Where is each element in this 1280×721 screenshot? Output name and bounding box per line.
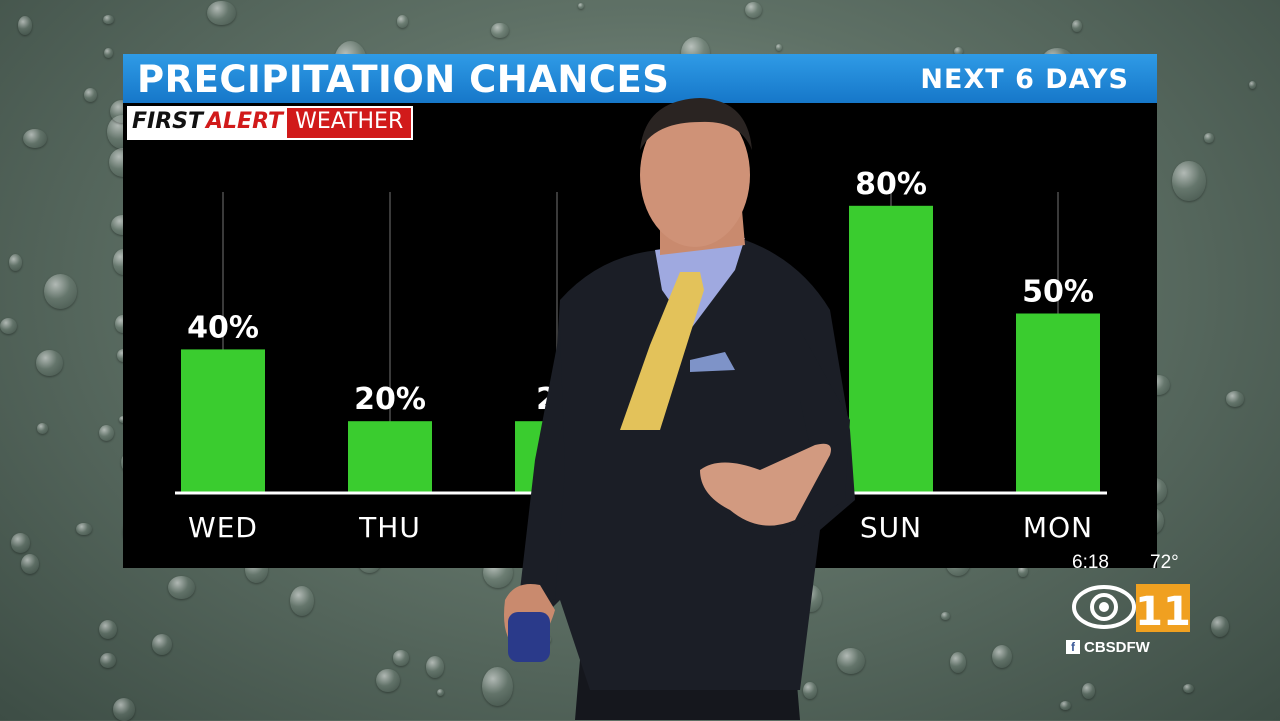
raindrop	[44, 274, 78, 309]
raindrop	[425, 655, 445, 678]
svg-text:11: 11	[1135, 589, 1191, 635]
raindrop	[396, 15, 409, 28]
raindrop	[10, 533, 30, 553]
raindrop	[718, 644, 749, 680]
raindrop	[744, 2, 762, 19]
raindrop	[1072, 20, 1082, 32]
bar-value-label: 20%	[354, 382, 426, 417]
raindrop	[83, 88, 97, 102]
raindrop	[103, 14, 114, 24]
raindrop	[577, 2, 584, 9]
raindrop	[800, 584, 822, 613]
raindrop	[1081, 682, 1096, 699]
raindrop	[953, 47, 963, 57]
raindrop	[104, 48, 113, 59]
facebook-icon: f	[1066, 640, 1080, 654]
raindrop	[392, 650, 410, 666]
brand-weather: WEATHER	[287, 108, 412, 138]
raindrop	[1204, 133, 1214, 143]
chart-subtitle: NEXT 6 DAYS	[920, 64, 1129, 95]
category-label: MON	[1023, 511, 1093, 544]
raindrop	[36, 350, 63, 376]
bar-wed	[181, 349, 265, 493]
bug-time: 6:18	[1072, 552, 1109, 573]
raindrop	[580, 610, 604, 634]
category-label: WED	[188, 511, 258, 544]
station-bug: 6:18 72° 11 f CBSDFW	[1060, 552, 1200, 662]
raindrop	[1210, 616, 1229, 637]
bar-value-label: 20	[536, 382, 578, 417]
raindrop	[112, 698, 136, 721]
raindrop	[100, 653, 117, 669]
bar-sun	[849, 205, 933, 494]
raindrop	[21, 554, 40, 575]
precipitation-bar-chart: 40% WED 20% THU 20 80% SUN 50% MON	[175, 167, 1107, 544]
raindrop	[1060, 701, 1072, 710]
raindrop	[76, 522, 92, 536]
raindrop	[436, 689, 445, 697]
raindrop	[37, 423, 49, 434]
raindrop	[541, 635, 552, 645]
raindrop	[1249, 80, 1257, 90]
raindrop	[1183, 683, 1195, 693]
raindrop	[802, 681, 817, 700]
raindrop	[940, 612, 951, 621]
category-label: SUN	[860, 511, 922, 544]
chart-title: PRECIPITATION CHANCES	[137, 58, 670, 101]
raindrop	[98, 619, 118, 639]
raindrop	[168, 575, 195, 600]
bar-thu	[348, 421, 432, 493]
cbs-11-logo: 11	[1072, 584, 1191, 635]
raindrop	[376, 668, 401, 693]
raindrop	[949, 651, 967, 673]
raindrop	[0, 317, 18, 334]
raindrop	[22, 128, 48, 149]
raindrop	[1225, 391, 1244, 407]
brand-first: FIRST	[129, 108, 206, 138]
raindrop	[836, 647, 865, 675]
raindrop	[207, 0, 236, 26]
raindrop	[775, 44, 783, 51]
title-bar: PRECIPITATION CHANCES NEXT 6 DAYS	[123, 54, 1157, 103]
raindrop	[491, 22, 509, 39]
raindrop	[992, 644, 1012, 668]
brand-alert: ALERT	[205, 108, 288, 138]
raindrop	[680, 638, 699, 657]
bar-value-label: 50%	[1022, 275, 1094, 310]
first-alert-weather-logo: FIRST ALERT WEATHER	[127, 106, 414, 140]
raindrop	[1172, 161, 1206, 201]
bug-temperature: 72°	[1150, 552, 1179, 573]
raindrop	[704, 574, 720, 593]
bug-social-handle: CBSDFW	[1084, 639, 1150, 656]
raindrop	[741, 680, 751, 692]
raindrop	[1018, 565, 1028, 577]
raindrop	[151, 633, 173, 655]
bar-mon	[1016, 313, 1100, 493]
raindrop	[8, 253, 23, 271]
bar-day-3	[515, 421, 599, 493]
bar-value-label: 80%	[855, 167, 927, 202]
raindrop	[17, 16, 33, 35]
category-label: THU	[358, 511, 421, 544]
chart-board: PRECIPITATION CHANCES NEXT 6 DAYS FIRST …	[123, 54, 1157, 568]
bar-value-label: 40%	[187, 310, 259, 345]
raindrop	[481, 666, 513, 707]
raindrop	[98, 425, 114, 442]
raindrop	[588, 698, 596, 706]
raindrop	[289, 585, 315, 616]
